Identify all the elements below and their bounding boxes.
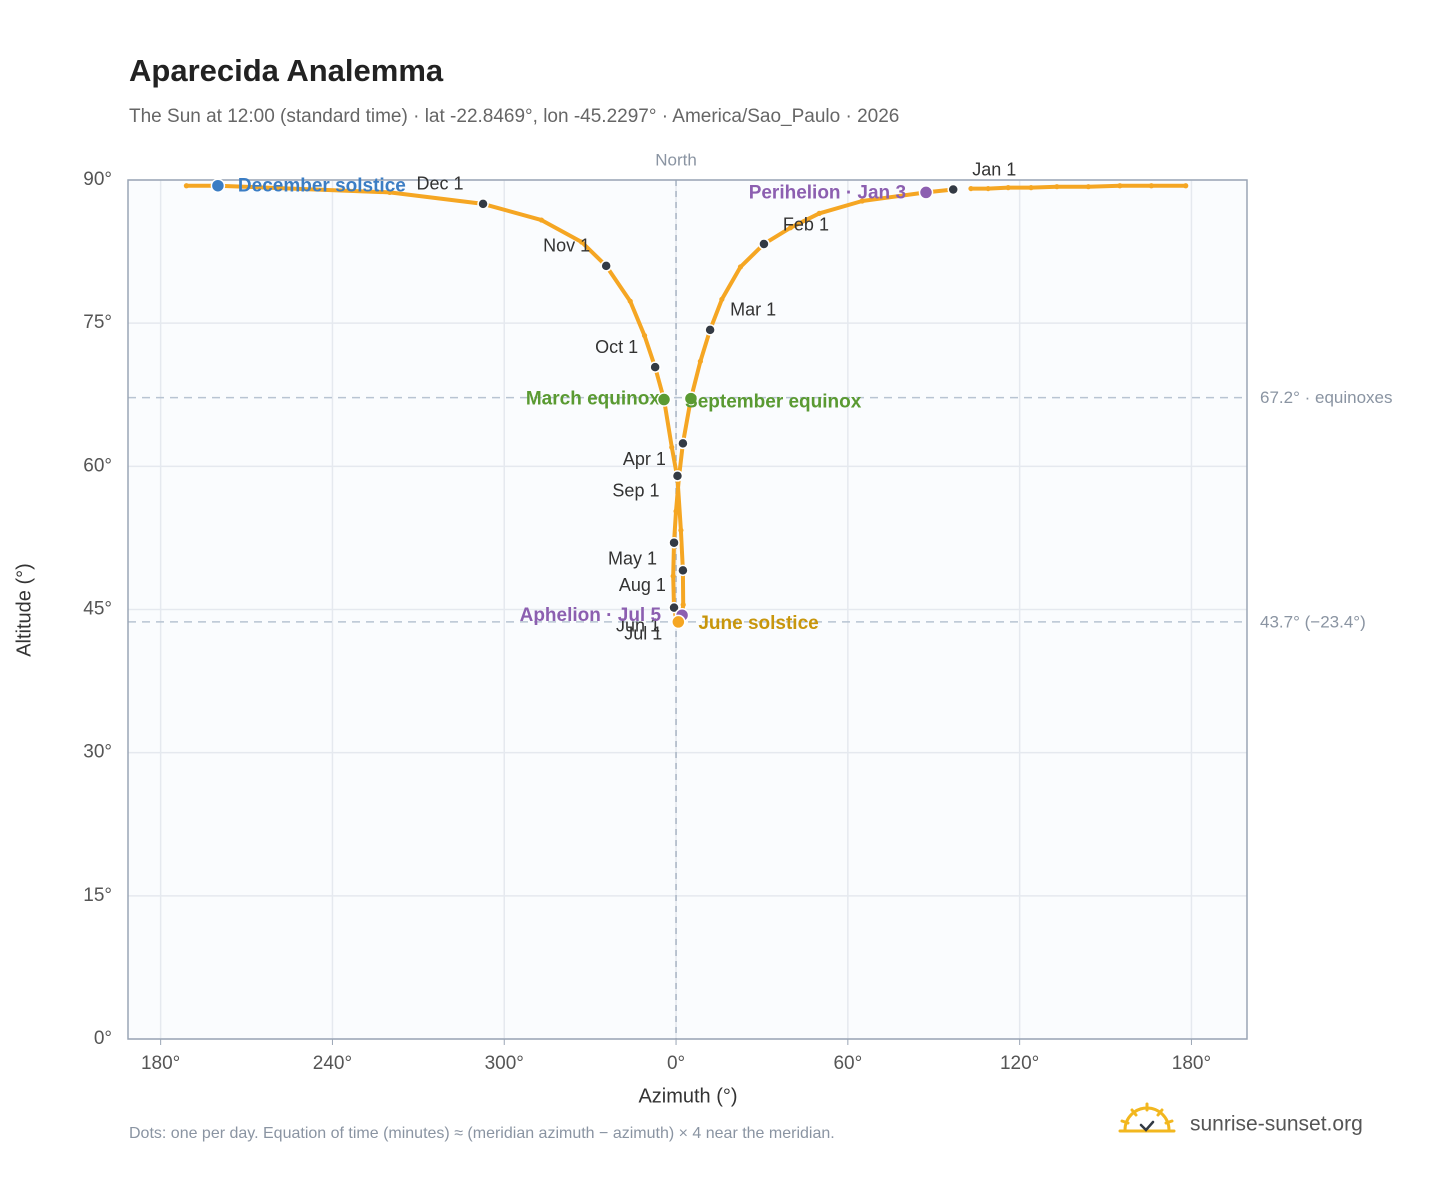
day-dot [538, 217, 545, 223]
event-label: Perihelion · Jan 3 [749, 182, 906, 203]
brand: sunrise-sunset.org [1190, 1113, 1363, 1136]
day-dot [787, 225, 794, 231]
month-label: Jun 1 [616, 615, 660, 635]
month-label: Sep 1 [612, 481, 659, 501]
x-tick-label: 0° [667, 1053, 685, 1074]
y-tick-label: 0° [94, 1028, 112, 1049]
day-dot [1085, 184, 1091, 190]
month-marker [677, 437, 689, 450]
day-dot [387, 189, 393, 196]
day-dot [670, 573, 676, 579]
month-label: Feb 1 [783, 215, 829, 235]
day-dot [968, 185, 974, 192]
month-marker [668, 536, 680, 549]
month-marker [668, 601, 680, 614]
day-dot [673, 508, 679, 514]
event-label: March equinox [526, 389, 661, 410]
brand-logo [1118, 1102, 1176, 1133]
day-dot [641, 332, 648, 339]
month-label: Apr 1 [623, 449, 666, 469]
month-label: Mar 1 [730, 300, 776, 320]
month-label: Jan 1 [972, 159, 1016, 179]
y-axis-title: Altitude (°) [13, 563, 35, 657]
day-dot [737, 264, 744, 270]
y-tick-label: 15° [83, 885, 112, 906]
y-tick-label: 30° [83, 742, 112, 763]
day-dot [719, 296, 725, 302]
event-marker [918, 185, 934, 200]
x-tick-label: 240° [313, 1053, 352, 1074]
month-label: May 1 [608, 548, 657, 568]
plot-border [127, 179, 1248, 1040]
chart-subtitle: The Sun at 12:00 (standard time) · lat -… [129, 106, 899, 127]
day-dot [1183, 183, 1189, 189]
month-label: Jul 1 [624, 624, 662, 644]
day-dot [1148, 183, 1154, 189]
day-dot [985, 185, 991, 192]
y-tick-label: 75° [83, 312, 112, 333]
event-marker [671, 614, 686, 630]
month-marker [677, 564, 689, 577]
x-tick-label: 60° [833, 1053, 862, 1074]
event-label: December solstice [238, 176, 406, 197]
x-axis-title: Azimuth (°) [638, 1085, 737, 1107]
day-dot [680, 602, 686, 608]
y-tick-label: 60° [83, 455, 112, 476]
month-marker [600, 260, 612, 272]
day-dot [627, 298, 633, 304]
x-tick-label: 180° [1172, 1053, 1211, 1074]
day-dot [697, 358, 703, 364]
day-dot [1054, 184, 1060, 190]
y-tick-label: 90° [83, 169, 112, 190]
month-marker [649, 361, 661, 373]
event-marker [210, 178, 226, 193]
event-label: June solstice [698, 613, 818, 634]
event-marker [683, 391, 699, 406]
day-dot [816, 210, 822, 217]
month-label: Nov 1 [543, 236, 590, 256]
day-dot [1117, 183, 1123, 189]
reference-label: 67.2° · equinoxes [1260, 388, 1393, 407]
day-dot [678, 527, 684, 533]
north-label: North [655, 150, 697, 169]
day-dot [183, 183, 190, 189]
x-tick-label: 180° [141, 1053, 180, 1074]
month-marker [671, 470, 684, 482]
month-marker [758, 238, 770, 250]
day-dot [1005, 185, 1011, 191]
day-dot [1028, 185, 1034, 191]
footnote: Dots: one per day. Equation of time (min… [129, 1125, 835, 1142]
month-marker [947, 183, 959, 196]
month-label: Dec 1 [417, 174, 464, 194]
reference-label: 43.7° (−23.4°) [1260, 612, 1366, 631]
day-dot [859, 198, 865, 204]
month-marker [477, 198, 489, 210]
event-label: September equinox [685, 392, 862, 413]
month-label: Oct 1 [595, 337, 638, 357]
day-dot [669, 444, 675, 450]
event-label: Aphelion · Jul 5 [520, 605, 662, 626]
day-dot [578, 239, 585, 245]
x-tick-label: 300° [485, 1053, 524, 1074]
chart-title: Aparecida Analemma [129, 53, 444, 88]
x-tick-label: 120° [1000, 1053, 1039, 1074]
event-marker [656, 392, 672, 407]
month-marker [704, 324, 716, 336]
y-tick-label: 45° [83, 599, 112, 620]
month-label: Aug 1 [619, 575, 666, 595]
